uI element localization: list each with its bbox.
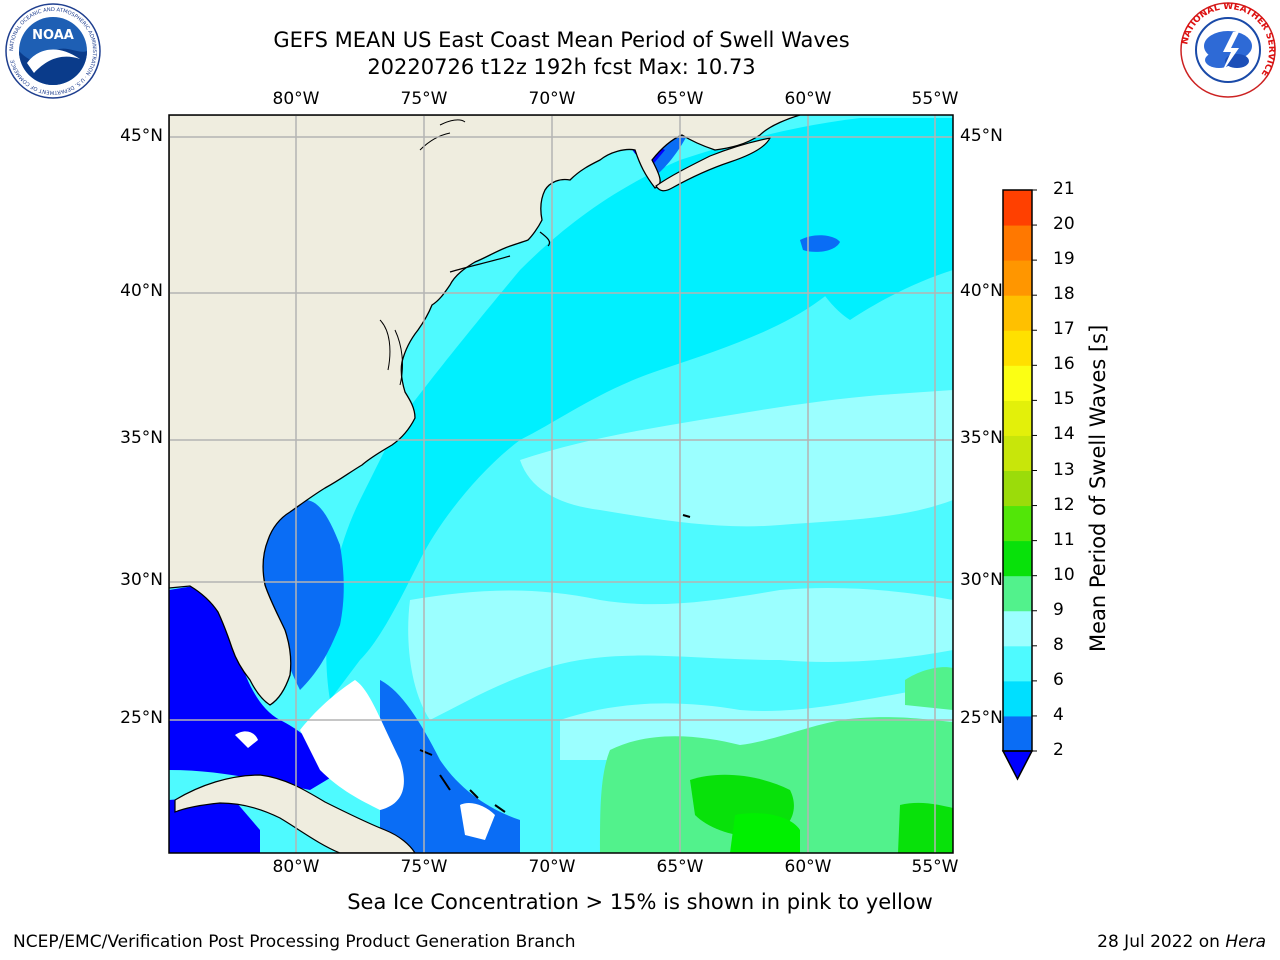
colorbar-segment [1003,330,1032,366]
colorbar-segment [1003,435,1032,471]
noaa-logo-text: NOAA [32,28,74,43]
lat-label-left: 25°N [120,708,163,728]
colorbar-tick-label: 6 [1053,669,1064,690]
colorbar-tick-label: 2 [1053,740,1064,760]
colorbar-tick-label: 15 [1053,389,1075,410]
saint-lawrence-coast [419,119,466,151]
period-4-6-region-east [800,145,953,320]
colorbar-tick-label: 13 [1053,459,1075,480]
no-data-bahamas-banks [300,680,404,810]
lat-label-right: 45°N [960,126,1003,146]
lon-label-top: 65°W [656,89,704,109]
colorbar-segment [1003,260,1032,296]
colorbar-tick-label: 11 [1053,529,1075,550]
bahamas-islands [419,749,506,813]
period-10-11-patch-south [730,813,800,853]
colorbar-tick-label: 16 [1053,354,1075,375]
lat-label-left: 40°N [120,281,163,301]
chesapeake-coast [379,319,403,386]
colorbar-tick-label: 18 [1053,284,1075,305]
footer-credit: NCEP/EMC/Verification Post Processing Pr… [13,932,576,952]
lon-label-bottom: 55°W [911,857,959,877]
colorbar-tick-label: 19 [1053,249,1075,270]
colorbar-title: Mean Period of Swell Waves [s] [1086,324,1110,652]
colorbar-tick-label: 9 [1053,599,1064,620]
colorbar-tick-label: 12 [1053,494,1075,515]
lat-label-right: 35°N [960,428,1003,448]
lon-label-bottom: 70°W [528,857,576,877]
colorbar-segment [1003,505,1032,542]
lat-label-left: 45°N [120,126,163,146]
lat-label-left: 30°N [120,570,163,590]
footer-date: 28 Jul 2022 on Hera [1097,932,1266,952]
colorbar-tick-label: 20 [1053,214,1075,235]
map-frame [168,114,954,854]
lon-label-top: 75°W [400,89,448,109]
long-island-coast [449,255,511,273]
colorbar-tick-label: 21 [1053,179,1075,199]
colorbar-extend-triangle [1001,750,1034,781]
lon-label-top: 60°W [784,89,832,109]
colorbar [1001,189,1037,781]
footer-date-text: 28 Jul 2022 on [1097,932,1226,952]
colorbar-tick-label: 14 [1053,424,1075,445]
colorbar-segment [1003,225,1032,261]
national-weather-service-logo: NATIONAL WEATHER SERVICE [1180,2,1276,98]
lon-label-top: 80°W [272,89,320,109]
colorbar-segment [1003,365,1032,401]
lat-label-right: 30°N [960,570,1003,590]
map-graticule [169,115,953,853]
north-america-land [169,115,801,706]
map-title: GEFS MEAN US East Coast Mean Period of S… [273,28,850,52]
period-10-11-patch-east [898,802,953,853]
map-subtitle: 20220726 t12z 192h fcst Max: 10.73 [367,55,756,79]
period-9-10-patch-east [905,667,953,710]
lat-label-left: 35°N [120,428,163,448]
colorbar-segment [1003,645,1032,682]
colorbar-tick-label: 4 [1053,704,1064,725]
colorbar-segment [1003,575,1032,612]
period-under-2-gulf [169,585,335,790]
bermuda-island [682,514,691,518]
lon-label-top: 70°W [528,89,576,109]
colorbar-segment [1003,400,1032,436]
period-4-6-region [326,118,953,700]
colorbar-segment [1003,680,1032,717]
footer-host: Hera [1225,932,1266,952]
colorbar-segment [1003,540,1032,577]
colorbar-segment [1003,610,1032,647]
colorbar-tick-label: 10 [1053,564,1075,585]
period-2-4-patch [800,235,840,252]
noaa-logo: NOAA NATIONAL OCEANIC AND ATMOSPHERIC AD… [5,3,101,99]
no-data-caicos [460,803,495,840]
lon-label-top: 55°W [911,89,959,109]
colorbar-tick-label: 8 [1053,634,1064,655]
lon-label-bottom: 80°W [272,857,320,877]
lat-label-right: 40°N [960,281,1003,301]
lon-label-bottom: 75°W [400,857,448,877]
lon-label-bottom: 60°W [784,857,832,877]
colorbar-segment [1003,715,1032,752]
cuba-land [174,774,416,853]
colorbar-segment [1003,190,1032,226]
nova-scotia-land [655,137,772,192]
colorbar-tick-label: 17 [1053,319,1075,340]
period-under-2-caribbean [169,795,260,853]
lat-label-right: 25°N [960,708,1003,728]
colorbar-segment [1003,295,1032,331]
no-data-keys [235,731,258,748]
period-8-9-band-north [520,390,953,527]
cape-cod-coast [539,231,551,247]
lon-label-bottom: 65°W [656,857,704,877]
colorbar-segment [1003,470,1032,507]
sea-ice-note: Sea Ice Concentration > 15% is shown in … [347,890,933,914]
